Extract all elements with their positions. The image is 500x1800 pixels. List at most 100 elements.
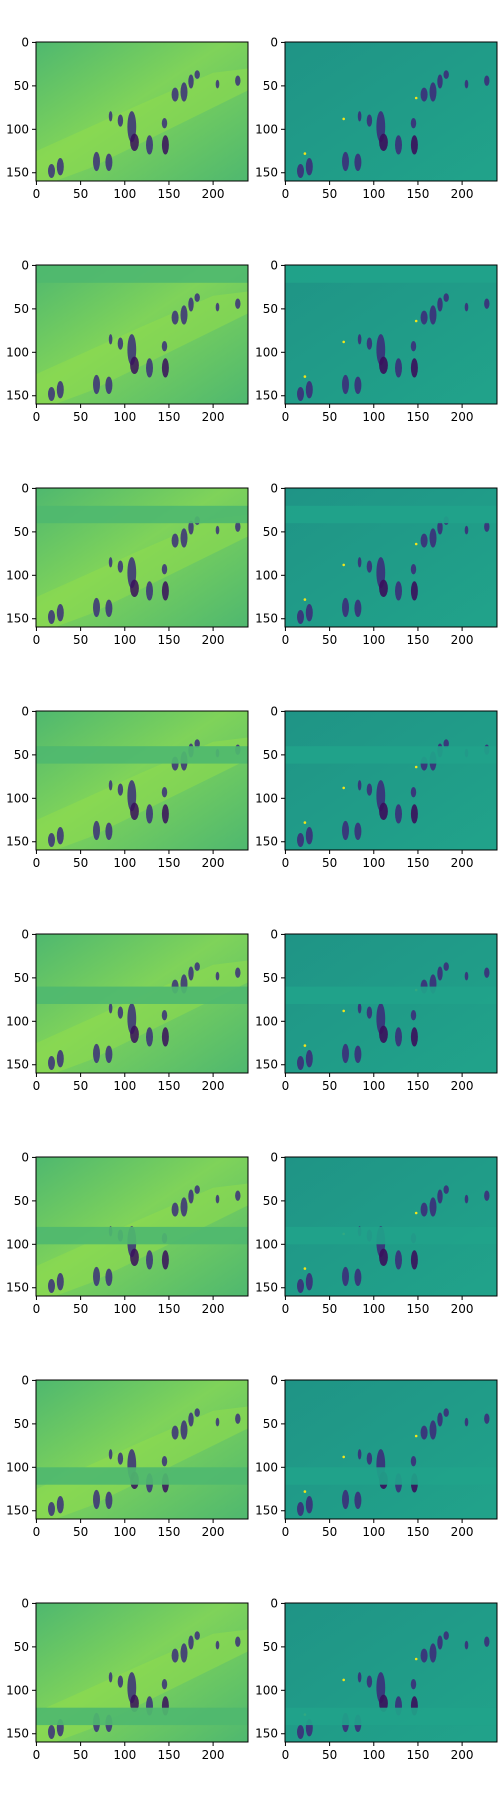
figure-blob [379,133,388,151]
image-area [36,265,248,404]
figure-blob [161,358,169,378]
figure-blob [464,79,469,89]
speck [342,563,346,567]
figure-blob [305,158,313,176]
figure-blob [194,962,200,971]
x-ticks: 0 50 100 150 200 [282,627,474,647]
figure-blob [215,971,220,981]
y-tick-label: 150 [255,1058,278,1072]
y-tick-label: 50 [14,1640,29,1654]
figure-blob [429,1420,437,1440]
figure-blob [130,1248,139,1267]
x-tick-label: 200 [202,410,225,424]
figure-blob [188,1635,194,1650]
figure-blob [146,135,153,155]
x-tick-label: 200 [451,856,474,870]
y-tick-label: 100 [255,568,278,582]
walkway [36,737,248,850]
image-area [285,42,497,181]
figure-blob [108,780,113,791]
figure-blob [297,833,304,847]
figure-blob [180,528,188,548]
walkway [36,1406,248,1519]
figure-blob [161,1010,168,1021]
figure-blob [484,1636,490,1647]
x-tick-label: 150 [157,856,180,870]
axes-frame [284,1156,498,1297]
x-ticks: 0 50 100 150 200 [282,404,474,424]
figure-blob [410,135,418,155]
x-tick-label: 100 [362,1302,385,1316]
figure-blob [235,967,241,978]
figure-blob [108,1003,113,1014]
axes-frame [35,1379,249,1520]
x-tick-label: 100 [113,187,136,201]
y-tick-label: 150 [255,1281,278,1295]
y-tick-label: 100 [6,122,29,136]
x-tick-label: 50 [73,856,88,870]
figure-blob [105,822,113,840]
y-tick-label: 0 [270,258,278,272]
figure-blob [395,581,402,601]
x-tick-label: 150 [157,1302,180,1316]
figure-blob [357,1449,362,1460]
image-background [285,42,497,181]
figure-blob [437,966,443,981]
x-ticks: 0 50 100 150 200 [282,1073,474,1093]
figure-blob [48,833,55,847]
figure-blob [420,533,428,548]
masked-band [36,1226,248,1245]
figure-blob [180,1420,188,1440]
figure-blob [443,293,449,302]
x-tick-label: 50 [322,1525,337,1539]
x-tick-label: 0 [33,633,41,647]
figure-blob [484,1413,490,1424]
figure-blob [410,804,418,824]
figure-blob [484,967,490,978]
walkway [36,291,248,404]
masked-band [36,1707,248,1726]
y-ticks: 0 50 100 150 [6,481,36,626]
speck [303,1490,307,1493]
y-tick-label: 150 [6,389,29,403]
figure-blob [56,1050,64,1068]
figure-blob [305,1273,313,1291]
y-ticks: 0 50 100 150 [6,1150,36,1295]
panel-r3-c1: 0 50 100 150 200 0 50 100 150 [255,704,498,870]
figure-blob [161,135,169,155]
x-ticks: 0 50 100 150 200 [33,1519,225,1539]
masked-band [36,986,248,1004]
speck [342,786,346,790]
y-tick-label: 50 [263,1640,278,1654]
figure-blob [56,381,64,399]
figure-blob [146,804,153,824]
figure-blob [410,1010,417,1021]
figure-blob [130,579,139,597]
figure-blob [194,70,200,79]
figure-blob [117,1675,124,1688]
y-tick-label: 150 [6,1281,29,1295]
figure-blob [188,297,194,312]
y-tick-label: 100 [6,1683,29,1697]
image-area [36,1380,248,1519]
figure-blob [395,1027,402,1047]
figure-blob [366,1675,373,1688]
figure-blob [379,1694,388,1713]
image-area [36,711,248,850]
figure-blob [171,87,179,102]
speck [303,375,307,378]
panel-r4-c0: 0 50 100 150 200 0 50 100 150 [6,927,249,1093]
figure-blob [366,1006,373,1019]
y-tick-label: 100 [255,1237,278,1251]
panel-r4-c1: 0 50 100 150 200 0 50 100 150 [255,927,498,1093]
x-tick-label: 150 [157,187,180,201]
y-tick-label: 50 [263,971,278,985]
x-tick-label: 100 [362,1748,385,1762]
speck [303,1267,307,1270]
y-tick-label: 0 [270,927,278,941]
y-tick-label: 150 [6,1504,29,1518]
x-tick-label: 100 [362,187,385,201]
axes-frame [284,264,498,405]
x-ticks: 0 50 100 150 200 [33,850,225,870]
